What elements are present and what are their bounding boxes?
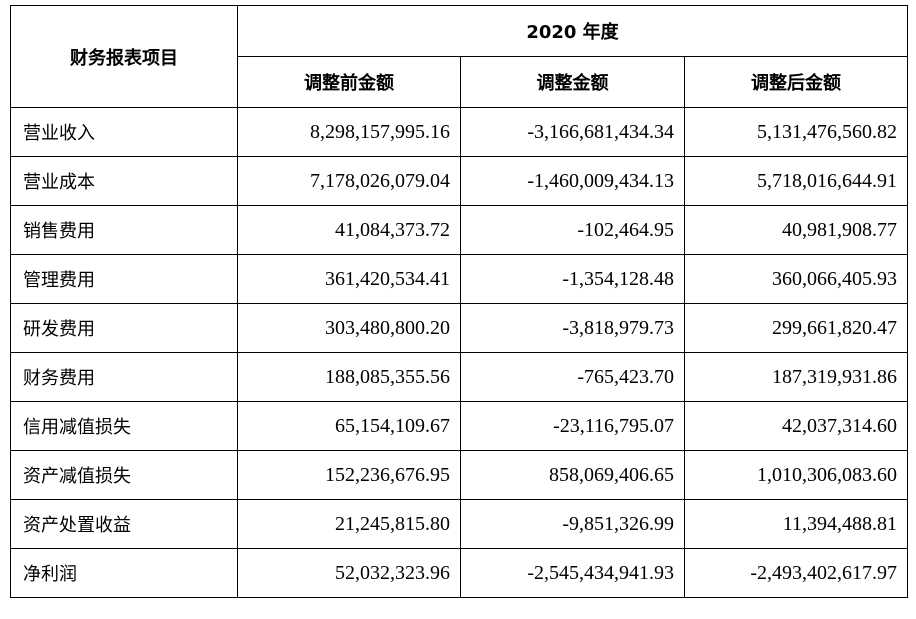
table-row: 财务费用 188,085,355.56 -765,423.70 187,319,… — [10, 352, 909, 402]
table-row: 资产减值损失 152,236,676.95 858,069,406.65 1,0… — [10, 450, 909, 500]
row-label: 管理费用 — [10, 254, 238, 304]
value-adjustment: -3,166,681,434.34 — [460, 107, 685, 157]
table-row: 资产处置收益 21,245,815.80 -9,851,326.99 11,39… — [10, 499, 909, 549]
row-label: 营业收入 — [10, 107, 238, 157]
value-after: 40,981,908.77 — [683, 205, 909, 255]
table-row: 研发费用 303,480,800.20 -3,818,979.73 299,66… — [10, 303, 909, 353]
row-label: 信用减值损失 — [10, 401, 238, 451]
table-body: 营业收入 8,298,157,995.16 -3,166,681,434.34 … — [10, 107, 909, 598]
value-before: 303,480,800.20 — [237, 303, 461, 353]
value-after: 42,037,314.60 — [683, 401, 909, 451]
value-after: 11,394,488.81 — [683, 499, 909, 549]
value-after: 1,010,306,083.60 — [683, 450, 909, 500]
value-after: 187,319,931.86 — [683, 352, 909, 402]
column-header-before: 调整前金额 — [237, 56, 461, 108]
value-before: 52,032,323.96 — [237, 548, 461, 598]
value-before: 8,298,157,995.16 — [237, 107, 461, 157]
table-header: 财务报表项目 2020 年度 调整前金额 调整金额 调整后金额 — [10, 5, 909, 108]
row-label: 净利润 — [10, 548, 238, 598]
value-after: 5,131,476,560.82 — [683, 107, 909, 157]
value-adjustment: -1,460,009,434.13 — [460, 156, 685, 206]
header-row-columns: 调整前金额 调整金额 调整后金额 — [11, 56, 909, 108]
table-row: 营业成本 7,178,026,079.04 -1,460,009,434.13 … — [10, 156, 909, 206]
table-row: 净利润 52,032,323.96 -2,545,434,941.93 -2,4… — [10, 548, 909, 598]
financial-adjustment-table: 财务报表项目 2020 年度 调整前金额 调整金额 调整后金额 营业收入 8,2… — [10, 5, 909, 598]
value-adjustment: -9,851,326.99 — [460, 499, 685, 549]
value-before: 21,245,815.80 — [237, 499, 461, 549]
value-adjustment: -3,818,979.73 — [460, 303, 685, 353]
row-label: 销售费用 — [10, 205, 238, 255]
table-row: 管理费用 361,420,534.41 -1,354,128.48 360,06… — [10, 254, 909, 304]
corner-header: 财务报表项目 — [10, 5, 238, 108]
value-before: 188,085,355.56 — [237, 352, 461, 402]
header-row-year: 财务报表项目 2020 年度 — [10, 5, 909, 108]
value-adjustment: -102,464.95 — [460, 205, 685, 255]
column-header-adjustment: 调整金额 — [460, 56, 685, 108]
value-before: 7,178,026,079.04 — [237, 156, 461, 206]
column-header-after: 调整后金额 — [683, 56, 909, 108]
row-label: 资产减值损失 — [10, 450, 238, 500]
value-after: 360,066,405.93 — [683, 254, 909, 304]
year-header: 2020 年度 — [236, 5, 909, 57]
value-after: 5,718,016,644.91 — [683, 156, 909, 206]
value-adjustment: -765,423.70 — [460, 352, 685, 402]
value-adjustment: -1,354,128.48 — [460, 254, 685, 304]
row-label: 财务费用 — [10, 352, 238, 402]
row-label: 研发费用 — [10, 303, 238, 353]
value-before: 361,420,534.41 — [237, 254, 461, 304]
table-row: 信用减值损失 65,154,109.67 -23,116,795.07 42,0… — [10, 401, 909, 451]
value-before: 152,236,676.95 — [237, 450, 461, 500]
row-label: 资产处置收益 — [10, 499, 238, 549]
value-before: 65,154,109.67 — [237, 401, 461, 451]
table-row: 销售费用 41,084,373.72 -102,464.95 40,981,90… — [10, 205, 909, 255]
table-row: 营业收入 8,298,157,995.16 -3,166,681,434.34 … — [10, 107, 909, 157]
value-after: -2,493,402,617.97 — [683, 548, 909, 598]
value-adjustment: 858,069,406.65 — [460, 450, 685, 500]
row-label: 营业成本 — [10, 156, 238, 206]
value-adjustment: -2,545,434,941.93 — [460, 548, 685, 598]
value-after: 299,661,820.47 — [683, 303, 909, 353]
value-before: 41,084,373.72 — [237, 205, 461, 255]
value-adjustment: -23,116,795.07 — [460, 401, 685, 451]
